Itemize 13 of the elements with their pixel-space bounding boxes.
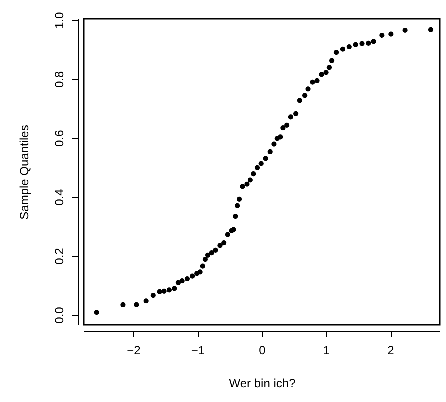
x-tick-label: 1 [323,344,330,358]
x-tick-label: 2 [388,344,395,358]
y-tick-label: 0.4 [52,188,66,206]
x-tick-label: −1 [191,344,206,358]
y-tick-label: 0.2 [52,248,66,265]
y-tick-label: 0.8 [52,70,66,88]
x-tick-label: −2 [127,344,142,358]
y-tick-label: 0.0 [52,306,66,324]
x-tick-label: 0 [259,344,266,358]
y-tick-label: 0.6 [52,130,66,147]
y-tick-label: 1.0 [52,12,66,30]
x-axis-title: Wer bin ich? [229,376,296,390]
y-axis-title: Sample Quantiles [18,125,32,220]
